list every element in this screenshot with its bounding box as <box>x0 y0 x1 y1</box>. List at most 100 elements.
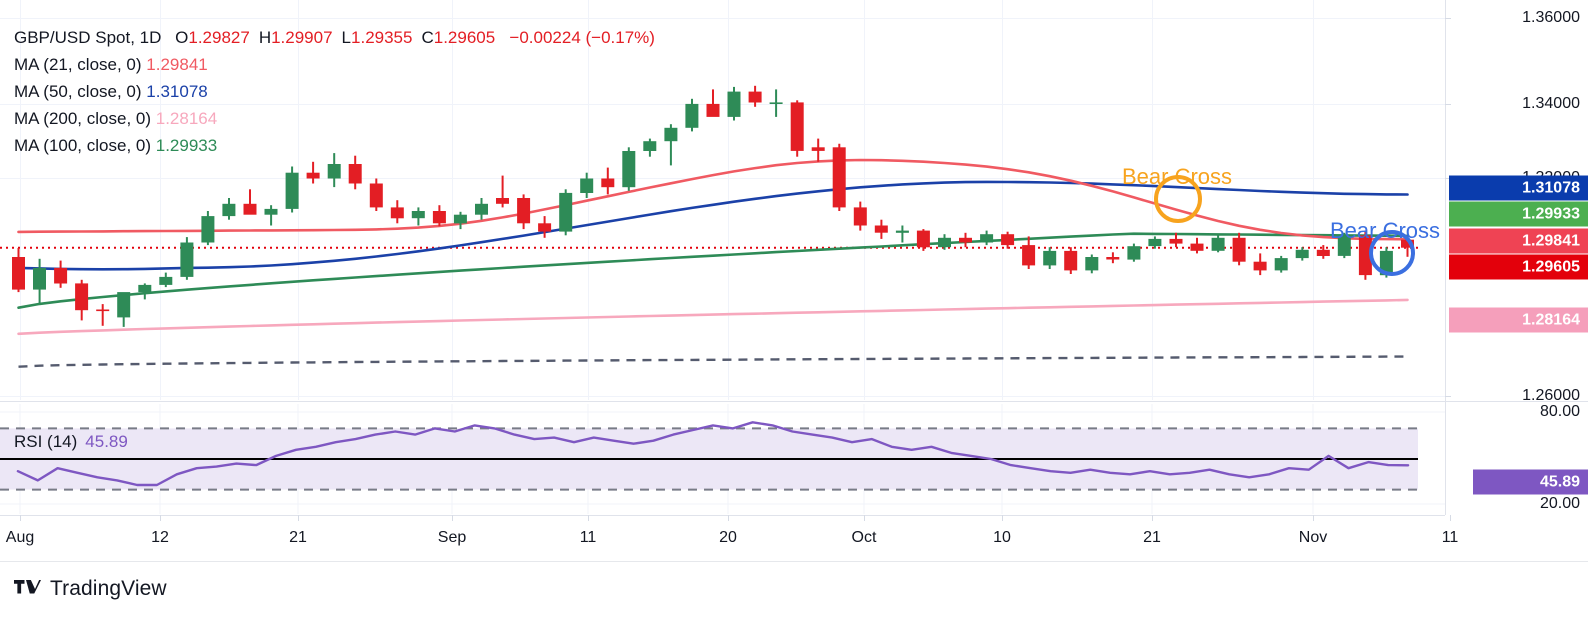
candle-body <box>916 230 930 248</box>
tradingview-wordmark: TradingView <box>50 577 167 600</box>
rsi-value: 45.89 <box>85 432 128 451</box>
rsi-axis-tick: 80.00 <box>1539 403 1580 420</box>
time-axis-label: 10 <box>993 529 1011 546</box>
candle-body <box>117 292 131 318</box>
candle-body <box>369 183 383 208</box>
ma100-value: 1.29933 <box>155 136 218 155</box>
time-axis[interactable]: Aug 12 21 Sep 11 20 Oct 10 21 Nov 11 <box>0 515 1458 561</box>
ma100-label: MA (100, close, 0) <box>14 136 152 155</box>
candle-body <box>1127 246 1141 260</box>
time-axis-label: 21 <box>1143 529 1161 546</box>
candle-body <box>1232 237 1246 262</box>
bear-cross-label-2[interactable]: Bear Cross <box>1330 218 1441 243</box>
rsi-badge[interactable]: 45.89 <box>1473 469 1588 495</box>
time-gridline <box>728 0 729 400</box>
price-badge[interactable]: 1.29933 <box>1449 201 1588 227</box>
candle-body <box>348 164 362 184</box>
candle-body <box>1190 243 1204 251</box>
time-axis-label: 11 <box>1441 529 1459 546</box>
time-gridline <box>20 0 21 400</box>
ohlc-c: C1.29605 <box>421 28 496 47</box>
time-axis-tickmark <box>20 515 21 521</box>
time-axis-tickmark <box>728 515 729 521</box>
legend-row-ma100[interactable]: MA (100, close, 0) 1.29933 <box>14 132 655 159</box>
ohlc-l: L1.29355 <box>341 28 413 47</box>
time-gridline <box>1313 0 1314 400</box>
candle-body <box>1148 238 1162 247</box>
candle-body <box>12 257 25 290</box>
price-gridline <box>0 396 1445 397</box>
time-gridline <box>864 0 865 400</box>
time-axis-tickmark <box>160 515 161 521</box>
price-axis[interactable]: 1.360001.340001.320001.260001.310781.299… <box>1445 0 1588 515</box>
time-axis-label: 11 <box>579 529 597 546</box>
candle-body <box>138 284 152 293</box>
time-axis-tickmark <box>1450 515 1451 521</box>
legend-row-ma50[interactable]: MA (50, close, 0) 1.31078 <box>14 78 655 105</box>
candle-body <box>96 309 110 312</box>
candle-body <box>601 178 615 188</box>
ma200-value: 1.28164 <box>155 109 218 128</box>
ma-line-21 <box>17 158 1409 241</box>
candle-body <box>727 91 741 117</box>
bear-cross-markers <box>1154 175 1415 276</box>
rsi-pane[interactable]: RSI (14) 45.89 <box>0 404 1445 514</box>
candle-series <box>12 85 1414 327</box>
axis-border <box>1445 0 1446 515</box>
price-badge[interactable]: 1.29841 <box>1449 228 1588 254</box>
candle-body <box>180 242 194 277</box>
candle-body <box>622 151 636 188</box>
candle-body <box>496 198 509 204</box>
pane-separator[interactable] <box>0 401 1445 402</box>
price-plot <box>0 85 1418 368</box>
price-badge[interactable]: 1.28164 <box>1449 307 1588 333</box>
candle-body <box>1274 258 1288 271</box>
time-gridline <box>1002 0 1003 400</box>
ma-line-50 <box>17 180 1409 271</box>
candle-body <box>874 225 888 233</box>
candle-body <box>980 234 994 243</box>
price-gridline <box>0 18 1445 19</box>
candle-body <box>159 276 173 285</box>
candle-body <box>285 172 299 209</box>
time-axis-label: Oct <box>851 529 877 546</box>
rsi-legend[interactable]: RSI (14) 45.89 <box>14 432 128 452</box>
price-badge[interactable]: 1.31078 <box>1449 175 1588 201</box>
tradingview-logo[interactable]: TradingView <box>14 577 167 601</box>
candle-body <box>1295 249 1309 259</box>
candle-body <box>475 203 488 215</box>
ohlc-values: O1.29827 H1.29907 L1.29355 C1.29605 <box>166 28 495 47</box>
ohlc-o: O1.29827 <box>175 28 250 47</box>
candle-body <box>54 267 68 284</box>
candle-body <box>1316 249 1330 256</box>
candle-body <box>306 172 320 179</box>
price-badge[interactable]: 1.29605 <box>1449 254 1588 280</box>
candle-body <box>790 102 804 151</box>
rsi-plot <box>0 404 1445 514</box>
time-axis-label: 12 <box>151 529 169 546</box>
rsi-line <box>16 421 1410 487</box>
time-axis-label: Aug <box>5 529 35 546</box>
candle-body <box>222 203 236 217</box>
candle-body <box>390 207 404 219</box>
candle-body <box>1043 250 1057 266</box>
candle-body <box>811 147 825 151</box>
time-axis-tickmark <box>1002 515 1003 521</box>
candle-body <box>1358 235 1372 276</box>
legend-row-ma200[interactable]: MA (200, close, 0) 1.28164 <box>14 105 655 132</box>
legend-row-ma21[interactable]: MA (21, close, 0) 1.29841 <box>14 51 655 78</box>
tradingview-mark-icon <box>14 580 41 594</box>
bear-cross-circle-2[interactable] <box>1369 230 1415 276</box>
time-axis-tickmark <box>298 515 299 521</box>
candle-body <box>264 208 278 215</box>
candle-body <box>1337 235 1351 256</box>
price-pane[interactable]: GBP/USD Spot, 1D O1.29827 H1.29907 L1.2935… <box>0 0 1445 400</box>
legend-row-ohlc[interactable]: GBP/USD Spot, 1D O1.29827 H1.29907 L1.2935… <box>14 24 655 51</box>
candle-body <box>832 147 846 208</box>
candle-body <box>580 178 594 193</box>
bear-cross-circle-1[interactable] <box>1154 175 1202 223</box>
candle-body <box>748 91 762 103</box>
candle-body <box>1379 250 1393 276</box>
price-axis-tickmark <box>1445 396 1451 397</box>
time-axis-label: 20 <box>719 529 737 546</box>
